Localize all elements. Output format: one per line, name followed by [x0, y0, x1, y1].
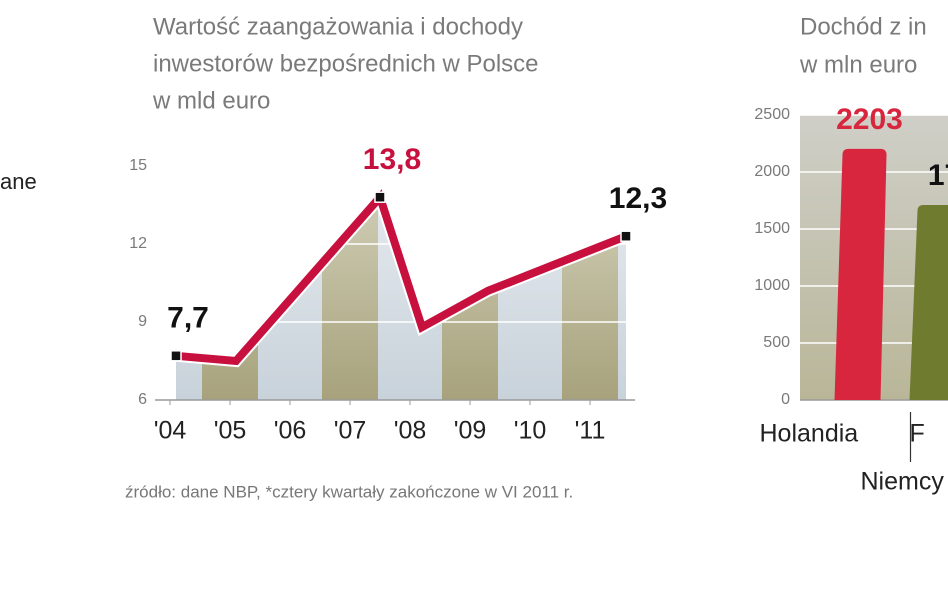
chart-title: w mln euro	[799, 51, 917, 78]
x-tick-label: '11	[575, 417, 606, 445]
x-tick-label: '07	[334, 417, 367, 445]
chart-title: inwestorów bezpośrednich w Polsce	[153, 50, 539, 77]
y-tick-label: 1500	[754, 220, 790, 237]
value-label: 7,7	[167, 302, 209, 335]
x-tick-label: '09	[454, 417, 487, 445]
point-marker	[620, 230, 632, 242]
y-tick-label: 500	[763, 334, 790, 351]
y-tick-label: 12	[129, 235, 147, 252]
point-marker	[374, 191, 386, 203]
y-tick-label: 15	[129, 157, 147, 174]
bar	[909, 205, 948, 400]
chart-title: Dochód z in	[800, 13, 927, 40]
chart-title: Wartość zaangażowania i dochody	[153, 13, 523, 40]
chart-title: w mld euro	[152, 87, 270, 114]
y-tick-label: 0	[781, 391, 790, 408]
x-tick-label: '05	[214, 417, 247, 445]
area	[176, 197, 626, 400]
y-tick-label: 6	[138, 391, 147, 408]
value-label: 17	[928, 159, 948, 192]
x-tick-label: '10	[514, 417, 547, 445]
x-tick-label: '06	[274, 417, 307, 445]
y-tick-label: 2500	[754, 106, 790, 123]
value-label: 13,8	[363, 143, 421, 176]
bar	[834, 148, 887, 400]
y-tick-label: 2000	[754, 163, 790, 180]
line	[175, 189, 628, 366]
x-tick-label: Holandia	[760, 420, 859, 448]
background-column	[322, 197, 378, 400]
x-tick-label: '04	[154, 417, 187, 445]
x-tick-label: F	[910, 420, 925, 448]
background-column	[442, 197, 498, 400]
x-tick-label: '08	[394, 417, 427, 445]
x-tick-label: Niemcy	[861, 468, 945, 496]
background-column	[562, 197, 618, 400]
value-label: 12,3	[609, 182, 667, 215]
value-label: 2203	[836, 103, 903, 136]
point-marker	[170, 350, 182, 362]
y-tick-label: 9	[138, 313, 147, 330]
source-note: źródło: dane NBP, *cztery kwartały zakoń…	[125, 482, 573, 501]
cropped-text: ane	[0, 169, 37, 194]
y-tick-label: 1000	[754, 277, 790, 294]
